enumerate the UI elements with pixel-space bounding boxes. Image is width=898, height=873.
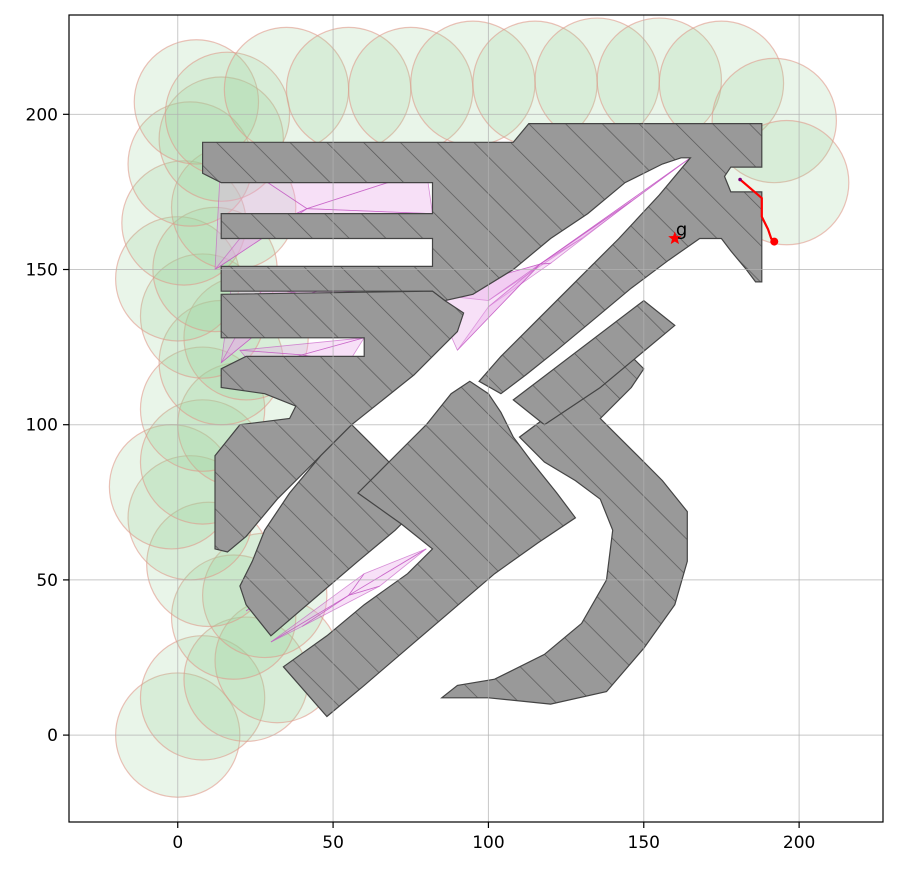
- obstacles: [202, 122, 763, 718]
- coverage-circle: [139, 635, 266, 761]
- obstacle-polygon: [512, 299, 676, 426]
- markers: [668, 177, 779, 246]
- x-tick-label: 200: [783, 833, 815, 853]
- goal-label: g: [676, 219, 687, 240]
- x-tick-label: 150: [628, 833, 660, 853]
- x-tick-label: 100: [472, 833, 504, 853]
- y-tick-label: 100: [26, 416, 58, 436]
- y-tick-label: 0: [47, 726, 58, 746]
- y-tick-label: 150: [26, 261, 58, 281]
- goal-star: [668, 231, 682, 245]
- start-point: [770, 237, 779, 246]
- grid-lines: [69, 15, 883, 822]
- x-tick-label: 0: [172, 833, 183, 853]
- tick-marks: 0 50 100 150 200 0 50 100 150 200: [26, 105, 816, 853]
- obstacle-polygon: [202, 122, 763, 395]
- x-tick-label: 50: [322, 833, 344, 853]
- axes-frame: [68, 14, 884, 823]
- y-tick-label: 200: [26, 105, 58, 125]
- path-end-point: [738, 177, 742, 182]
- visibility-triangle: [270, 595, 349, 643]
- obstacle-polygon: [214, 290, 465, 553]
- y-tick-label: 50: [36, 571, 58, 591]
